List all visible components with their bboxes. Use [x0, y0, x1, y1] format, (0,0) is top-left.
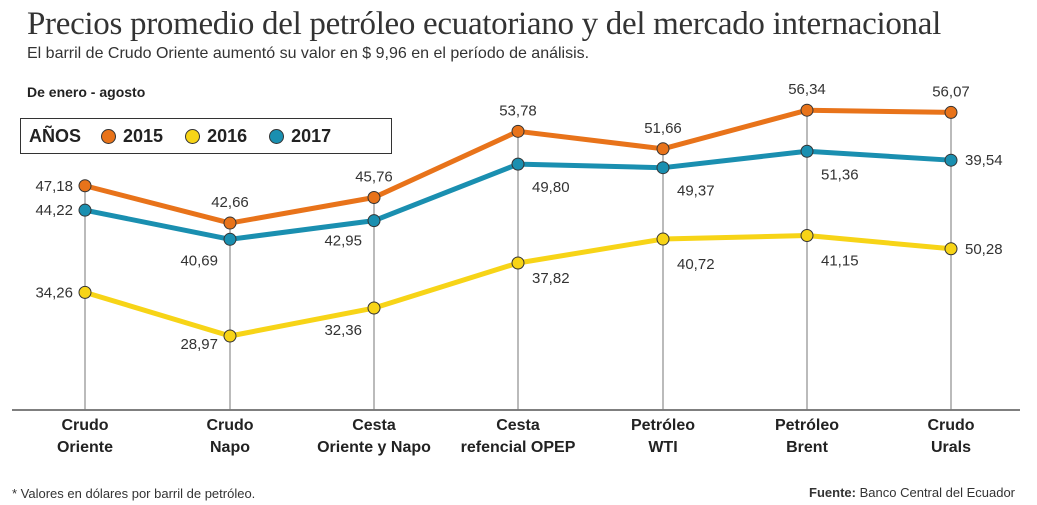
data-point-2017 — [367, 214, 381, 228]
data-point-2017 — [511, 157, 525, 171]
data-label-2016: 34,26 — [35, 284, 73, 301]
source-text: Banco Central del Ecuador — [859, 485, 1015, 500]
data-point-2017 — [78, 203, 92, 217]
x-tick-label: Crudo — [206, 417, 253, 434]
data-point-2016 — [800, 229, 814, 243]
chart-title: Precios promedio del petróleo ecuatorian… — [27, 6, 941, 42]
x-tick-label: Oriente — [57, 439, 113, 456]
legend-item-2015: 2015 — [101, 126, 163, 147]
x-tick-label: Oriente y Napo — [317, 439, 431, 456]
data-label-2015: 53,78 — [499, 102, 537, 119]
legend-label: 2015 — [123, 125, 164, 146]
data-label-2017: 40,69 — [180, 252, 218, 269]
data-label-2017: 51,36 — [821, 166, 859, 183]
data-point-2017 — [800, 144, 814, 158]
data-point-2016 — [656, 232, 670, 246]
data-label-2016: 28,97 — [180, 336, 218, 353]
data-point-2015 — [944, 105, 958, 119]
footnote: * Valores en dólares por barril de petró… — [12, 486, 256, 501]
legend-label: 2016 — [207, 125, 248, 146]
data-point-2017 — [223, 232, 237, 246]
data-point-2016 — [223, 329, 237, 343]
data-label-2016: 41,15 — [821, 253, 859, 270]
legend: AÑOS 2015 2016 2017 — [20, 118, 392, 154]
data-point-2016 — [367, 301, 381, 315]
legend-swatch — [101, 128, 117, 144]
x-tick-label: Crudo — [61, 417, 108, 434]
x-tick-label: Brent — [786, 439, 828, 456]
data-label-2015: 56,34 — [788, 81, 826, 98]
data-label-2017: 42,95 — [324, 233, 362, 250]
data-label-2015: 42,66 — [211, 194, 249, 211]
x-tick-label: Cesta — [496, 417, 540, 434]
x-tick-label: Urals — [931, 439, 971, 456]
x-tick-label: Crudo — [927, 417, 974, 434]
data-label-2015: 45,76 — [355, 168, 393, 185]
data-point-2015 — [800, 103, 814, 117]
data-label-2015: 56,07 — [932, 83, 970, 100]
x-tick-label: Petróleo — [775, 417, 839, 434]
source-label: Fuente: — [809, 485, 856, 500]
data-label-2016: 50,28 — [965, 241, 1003, 258]
data-label-2017: 39,54 — [965, 152, 1003, 169]
data-point-2015 — [367, 190, 381, 204]
x-tick-label: Petróleo — [631, 417, 695, 434]
data-label-2016: 37,82 — [532, 270, 570, 287]
legend-label: 2017 — [291, 125, 332, 146]
data-point-2016 — [944, 242, 958, 256]
chart-subtitle: El barril de Crudo Oriente aumentó su va… — [27, 45, 590, 62]
x-tick-label: Napo — [210, 439, 250, 456]
data-point-2017 — [944, 153, 958, 167]
data-label-2016: 32,36 — [324, 322, 362, 339]
x-tick-label: WTI — [648, 439, 677, 456]
legend-swatch — [269, 128, 285, 144]
data-label-2015: 51,66 — [644, 120, 682, 137]
data-label-2016: 40,72 — [677, 256, 715, 273]
data-label-2017: 44,22 — [35, 202, 73, 219]
data-point-2015 — [223, 216, 237, 230]
legend-swatch — [185, 128, 201, 144]
x-tick-label: Cesta — [352, 417, 396, 434]
data-label-2015: 47,18 — [35, 178, 73, 195]
source: Fuente: Banco Central del Ecuador — [809, 485, 1015, 500]
data-label-2017: 49,80 — [532, 179, 570, 196]
data-label-2017: 49,37 — [677, 183, 715, 200]
legend-item-2016: 2016 — [185, 126, 247, 147]
legend-item-2017: 2017 — [269, 126, 331, 147]
data-point-2015 — [656, 142, 670, 156]
data-point-2017 — [656, 161, 670, 175]
data-point-2016 — [78, 285, 92, 299]
legend-title: AÑOS — [29, 125, 82, 146]
x-tick-label: refencial OPEP — [461, 439, 576, 456]
period-label: De enero - agosto — [27, 84, 146, 100]
data-point-2016 — [511, 256, 525, 270]
data-point-2015 — [511, 124, 525, 138]
data-point-2015 — [78, 179, 92, 193]
